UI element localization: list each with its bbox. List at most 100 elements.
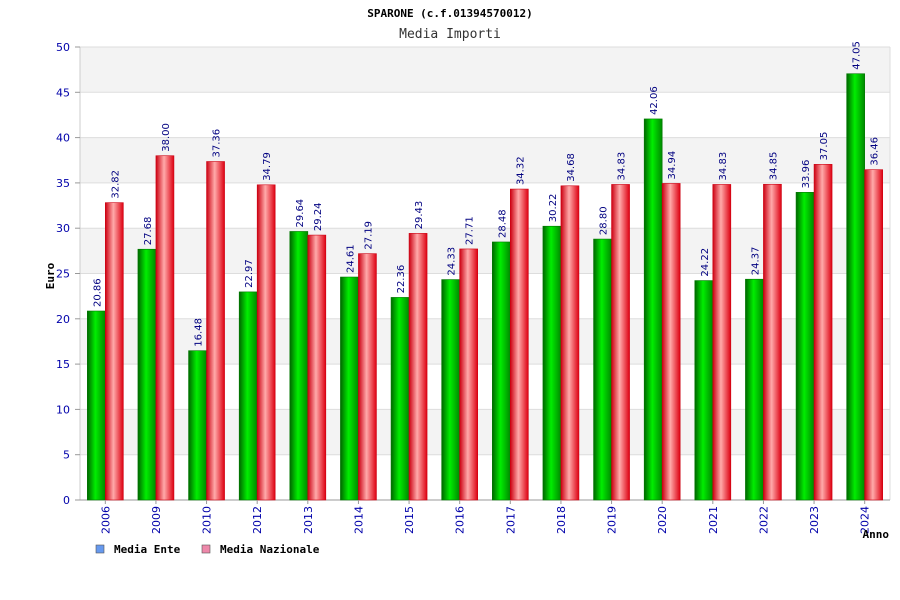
data-label: 24.22 <box>700 248 711 277</box>
legend: Media Ente Media Nazionale <box>95 543 320 556</box>
bar-media-ente <box>289 231 309 501</box>
data-label: 32.82 <box>110 170 121 199</box>
data-label: 16.48 <box>194 318 205 347</box>
y-axis-label: Euro <box>44 262 57 289</box>
data-label: 22.36 <box>396 265 407 294</box>
data-label: 29.24 <box>313 202 324 231</box>
data-label: 33.96 <box>801 160 812 189</box>
data-label: 24.33 <box>447 247 458 276</box>
data-label: 37.05 <box>819 132 830 161</box>
bar-media-nazionale <box>510 188 529 501</box>
bar-media-nazionale <box>307 234 327 501</box>
y-tick-label: 20 <box>56 313 70 326</box>
y-tick-label: 45 <box>56 86 70 99</box>
bar-media-nazionale <box>611 184 630 501</box>
bar-media-ente <box>745 278 764 501</box>
bar-media-ente <box>340 276 359 501</box>
bar-media-nazionale <box>105 202 124 501</box>
y-tick-label: 0 <box>63 494 70 507</box>
bar-media-ente <box>238 291 258 501</box>
y-axis-ticks: 0 5 10 15 20 25 30 35 40 45 50 <box>56 41 80 507</box>
x-tick-label: 2023 <box>808 506 821 534</box>
bar-media-nazionale <box>408 233 428 501</box>
y-tick-label: 25 <box>56 268 70 281</box>
bar-media-ente <box>694 280 714 501</box>
y-tick-label: 10 <box>56 403 70 416</box>
chart-subtitle: Media Importi <box>399 27 501 42</box>
data-label: 34.83 <box>617 152 628 181</box>
y-tick-label: 40 <box>56 132 70 145</box>
data-label: 28.48 <box>497 209 508 238</box>
y-tick-label: 30 <box>56 222 70 235</box>
bar-media-nazionale <box>459 248 478 501</box>
y-tick-label: 50 <box>56 41 70 54</box>
x-tick-label: 2024 <box>859 506 872 534</box>
grid-band <box>80 47 890 93</box>
bar-media-nazionale <box>864 169 883 501</box>
x-tick-label: 2015 <box>403 506 416 534</box>
x-tick-label: 2013 <box>302 506 315 534</box>
x-tick-label: 2012 <box>251 506 264 534</box>
data-label: 34.32 <box>515 156 526 185</box>
bar-media-ente <box>846 73 865 501</box>
chart-title: SPARONE (c.f.01394570012) <box>367 7 533 20</box>
data-label: 34.79 <box>262 152 273 181</box>
bar-media-nazionale <box>560 185 580 501</box>
bar-media-ente <box>795 192 815 501</box>
bar-media-nazionale <box>358 253 377 501</box>
x-tick-label: 2017 <box>504 506 517 534</box>
y-tick-label: 15 <box>56 358 70 371</box>
x-tick-label: 2018 <box>555 506 568 534</box>
x-tick-label: 2006 <box>99 506 112 534</box>
legend-swatch <box>201 544 211 554</box>
data-label: 24.37 <box>750 247 761 276</box>
bar-media-ente <box>87 310 106 501</box>
bar-media-ente <box>593 238 612 501</box>
data-label: 34.83 <box>718 152 729 181</box>
data-label: 34.85 <box>768 152 779 181</box>
bar-media-nazionale <box>256 184 276 501</box>
x-axis-label: Anno <box>863 528 890 541</box>
bar-media-nazionale <box>712 184 732 501</box>
bar-media-ente <box>492 241 511 501</box>
data-label: 22.97 <box>244 259 255 288</box>
data-label: 38.00 <box>161 123 172 152</box>
data-label: 30.22 <box>548 194 559 223</box>
bar-media-nazionale <box>763 183 782 501</box>
data-label: 27.19 <box>363 221 374 250</box>
x-tick-label: 2021 <box>707 506 720 534</box>
bar-media-ente <box>441 279 460 501</box>
legend-label: Media Nazionale <box>220 543 320 556</box>
data-label: 28.80 <box>599 206 610 235</box>
bar-media-ente <box>137 248 157 501</box>
bar-media-ente <box>643 118 663 501</box>
x-axis-ticks: 2006 2009 2010 2012 2013 2014 2015 2016 2017 2018… <box>99 500 872 534</box>
data-label: 24.61 <box>345 244 356 273</box>
bars: 20.86 32.82 27.68 38.00 16.48 37.36 22.97 34.79… <box>87 41 883 501</box>
data-label: 34.68 <box>566 153 577 182</box>
bar-media-nazionale <box>813 164 833 501</box>
y-tick-label: 5 <box>63 449 70 462</box>
data-label: 29.64 <box>295 199 306 228</box>
y-tick-label: 35 <box>56 177 70 190</box>
x-tick-label: 2010 <box>201 506 214 534</box>
bar-media-ente <box>542 225 562 501</box>
bar-media-nazionale <box>206 161 225 501</box>
x-tick-label: 2020 <box>656 506 669 534</box>
data-label: 34.94 <box>667 151 678 180</box>
x-tick-label: 2019 <box>606 506 619 534</box>
data-label: 37.36 <box>212 129 223 158</box>
bar-media-ente <box>188 350 207 501</box>
data-label: 20.86 <box>92 278 103 307</box>
data-label: 42.06 <box>649 86 660 115</box>
bar-media-nazionale <box>661 183 681 501</box>
legend-label: Media Ente <box>114 543 181 556</box>
data-label: 29.43 <box>414 201 425 230</box>
data-label: 27.68 <box>143 217 154 246</box>
x-tick-label: 2022 <box>757 506 770 534</box>
bar-media-ente <box>390 297 410 501</box>
bar-media-nazionale <box>155 155 175 501</box>
legend-swatch <box>95 544 105 554</box>
x-tick-label: 2016 <box>454 506 467 534</box>
